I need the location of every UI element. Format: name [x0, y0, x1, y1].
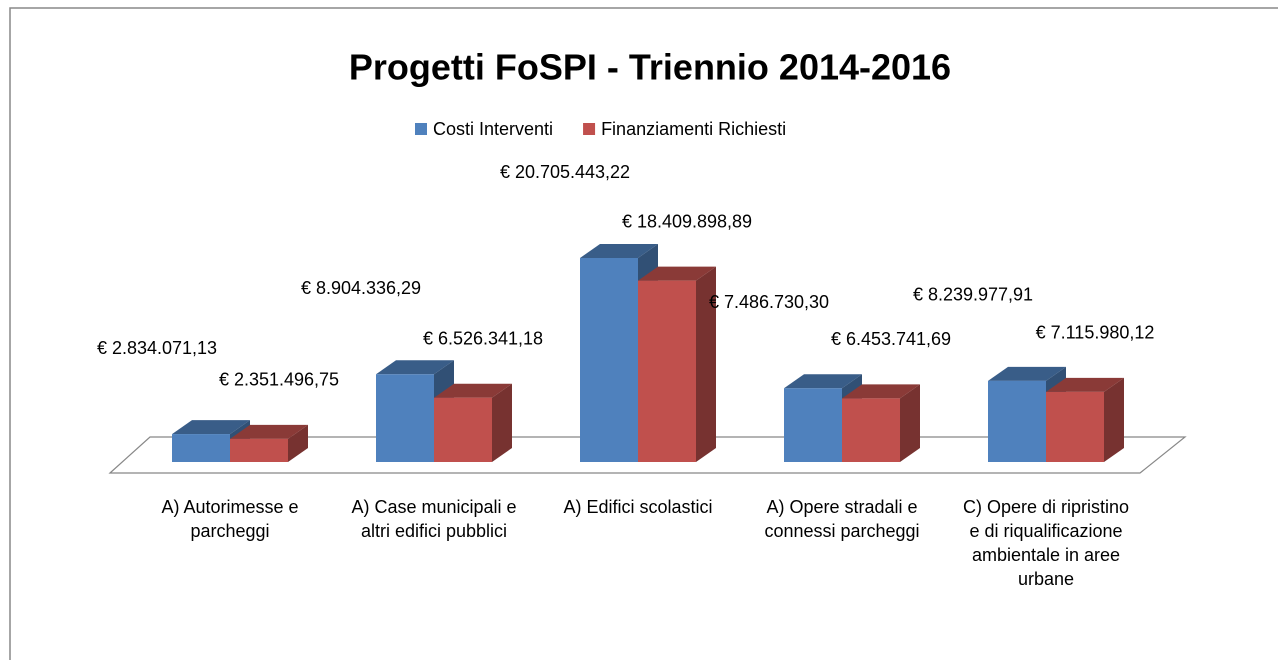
- chart-title: Progetti FoSPI - Triennio 2014-2016: [349, 47, 951, 88]
- category-label: A) Case municipali e altri edifici pubbl…: [351, 497, 517, 541]
- bar-top: [842, 384, 920, 399]
- category-label: C) Opere di ripristino e di riqualificaz…: [962, 497, 1130, 589]
- value-label: € 2.834.071,13: [97, 338, 217, 358]
- bar: [230, 438, 288, 462]
- legend-swatch: [415, 123, 427, 135]
- bar: [842, 398, 900, 462]
- category-label: A) Opere stradali e connessi parcheggi: [764, 497, 920, 541]
- value-label: € 20.705.443,22: [500, 162, 630, 182]
- bar-top: [1046, 377, 1124, 392]
- category-label: A) Autorimesse e parcheggi: [161, 497, 299, 541]
- bar: [376, 374, 434, 462]
- bar-top: [376, 360, 454, 375]
- legend-swatch: [583, 123, 596, 135]
- value-label: € 6.453.741,69: [831, 329, 951, 349]
- bar: [638, 280, 696, 462]
- value-label: € 8.904.336,29: [301, 278, 421, 298]
- bar-top: [434, 383, 512, 398]
- bar-side: [288, 424, 308, 462]
- bar: [784, 388, 842, 462]
- bar-side: [1104, 377, 1124, 462]
- bar-top: [784, 374, 862, 389]
- bar-top: [230, 424, 308, 439]
- frame: [9, 7, 1278, 660]
- value-label: € 6.526.341,18: [423, 328, 543, 348]
- bar-side: [696, 266, 716, 462]
- legend-label: Finanziamenti Richiesti: [601, 119, 786, 139]
- bar-side: [492, 383, 512, 462]
- bar-top: [580, 244, 658, 258]
- bar-top: [172, 420, 250, 435]
- bar-top: [988, 366, 1066, 381]
- bar: [1046, 391, 1104, 462]
- value-label: € 18.409.898,89: [622, 211, 752, 231]
- legend-label: Costi Interventi: [433, 119, 553, 139]
- bar-top: [638, 266, 716, 281]
- bar: [434, 397, 492, 462]
- bar: [172, 434, 230, 462]
- value-label: € 8.239.977,91: [913, 285, 1033, 305]
- value-label: € 7.486.730,30: [709, 292, 829, 312]
- category-label: A) Edifici scolastici: [563, 497, 713, 517]
- bar: [988, 380, 1046, 462]
- bar-side: [900, 384, 920, 462]
- bar: [580, 258, 638, 462]
- value-label: € 2.351.496,75: [219, 370, 339, 390]
- value-label: € 7.115.980,12: [1036, 323, 1155, 343]
